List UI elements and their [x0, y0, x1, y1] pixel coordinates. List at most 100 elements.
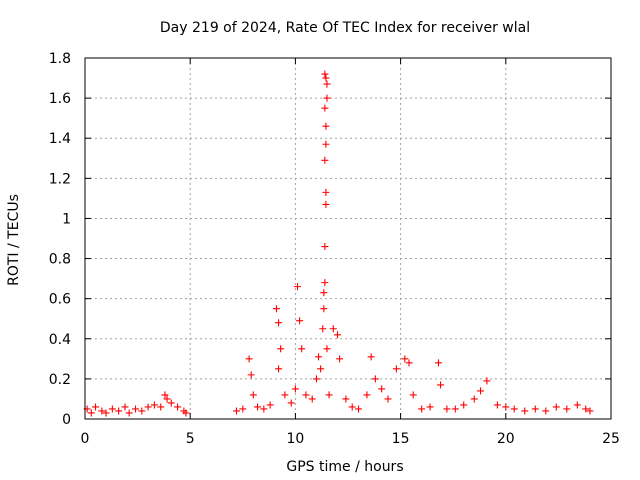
data-point: [409, 391, 417, 399]
x-tick-label: 20: [497, 431, 515, 447]
data-point: [260, 405, 268, 413]
y-tick-label: 1.4: [49, 131, 71, 147]
data-point: [323, 94, 331, 102]
data-point: [342, 395, 350, 403]
data-point: [125, 409, 133, 417]
data-point: [418, 405, 426, 413]
data-point: [150, 401, 158, 409]
data-point: [102, 409, 110, 417]
data-point: [92, 403, 100, 411]
data-point: [451, 405, 459, 413]
y-tick-label: 0.6: [49, 292, 71, 308]
data-point: [531, 405, 539, 413]
x-axis-label: GPS time / hours: [286, 459, 403, 475]
y-tick-label: 0.2: [49, 372, 71, 388]
data-point: [321, 156, 329, 164]
data-point: [323, 80, 331, 88]
data-point: [157, 403, 165, 411]
data-point: [405, 359, 413, 367]
data-point: [272, 305, 280, 313]
data-point: [291, 385, 299, 393]
data-point: [483, 377, 491, 385]
data-point: [317, 365, 325, 373]
data-point: [477, 387, 485, 395]
data-point: [121, 403, 129, 411]
x-tick-label: 0: [81, 431, 90, 447]
data-point: [312, 375, 320, 383]
data-point: [87, 409, 95, 417]
data-point: [378, 385, 386, 393]
x-tick-label: 15: [392, 431, 410, 447]
y-tick-label: 1: [62, 211, 71, 227]
data-point: [322, 122, 330, 130]
plot-frame: [84, 57, 612, 420]
data-point: [315, 353, 323, 361]
x-tick-label: 10: [286, 431, 304, 447]
data-point: [320, 289, 328, 297]
data-point: [131, 405, 139, 413]
data-point: [321, 70, 329, 78]
y-tick-label: 0: [62, 412, 71, 428]
data-point: [329, 325, 337, 333]
data-point: [320, 305, 328, 313]
data-point: [138, 407, 146, 415]
y-tick-label: 0.4: [49, 332, 71, 348]
data-point: [98, 407, 106, 415]
data-point: [144, 403, 152, 411]
data-point: [322, 140, 330, 148]
data-point: [493, 401, 501, 409]
data-points: [83, 70, 594, 417]
data-point: [245, 355, 253, 363]
data-point: [325, 391, 333, 399]
data-point: [321, 104, 329, 112]
data-point: [348, 403, 356, 411]
data-point: [254, 403, 262, 411]
data-point: [367, 353, 375, 361]
chart-title: Day 219 of 2024, Rate Of TEC Index for r…: [160, 20, 530, 36]
data-point: [322, 74, 330, 82]
data-point: [363, 391, 371, 399]
data-point: [308, 395, 316, 403]
x-tick-label: 25: [602, 431, 620, 447]
data-point: [502, 403, 510, 411]
data-point: [460, 401, 468, 409]
data-point: [510, 405, 518, 413]
data-point: [182, 409, 190, 417]
data-point: [437, 381, 445, 389]
data-point: [371, 375, 379, 383]
data-point: [108, 405, 116, 413]
data-point: [552, 403, 560, 411]
data-point: [321, 279, 329, 287]
data-point: [521, 407, 529, 415]
data-point: [355, 405, 363, 413]
grid-lines: [85, 58, 611, 419]
y-tick-label: 0.8: [49, 252, 71, 268]
data-point: [322, 188, 330, 196]
data-point: [167, 399, 175, 407]
y-tick-label: 1.2: [49, 171, 71, 187]
data-point: [333, 331, 341, 339]
data-point: [401, 355, 409, 363]
data-point: [239, 405, 247, 413]
data-point: [542, 407, 550, 415]
data-point: [582, 405, 590, 413]
y-axis-label: ROTI / TECUs: [6, 194, 22, 286]
data-point: [296, 317, 304, 325]
data-point: [384, 395, 392, 403]
data-point: [573, 401, 581, 409]
data-point: [319, 325, 327, 333]
y-tick-label: 1.6: [49, 91, 71, 107]
data-point: [266, 401, 274, 409]
data-point: [302, 391, 310, 399]
data-point: [586, 407, 594, 415]
data-point: [287, 399, 295, 407]
data-point: [277, 345, 285, 353]
data-point: [470, 395, 478, 403]
data-point: [294, 283, 302, 291]
data-point: [249, 391, 257, 399]
data-point: [247, 371, 255, 379]
data-point: [281, 391, 289, 399]
data-point: [434, 359, 442, 367]
data-point: [392, 365, 400, 373]
data-point: [275, 319, 283, 327]
